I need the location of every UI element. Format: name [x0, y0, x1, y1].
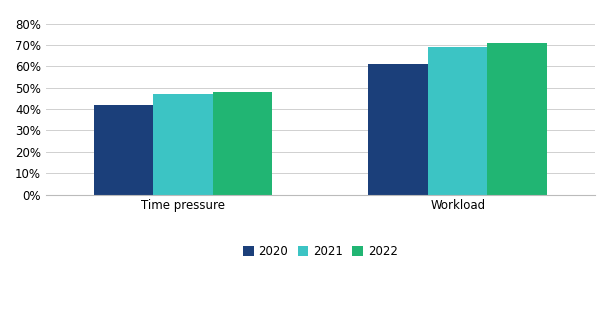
Bar	[487, 43, 547, 195]
Bar	[428, 47, 487, 195]
Bar	[94, 105, 153, 195]
Legend: 2020, 2021, 2022: 2020, 2021, 2022	[239, 240, 403, 262]
Bar	[213, 92, 273, 195]
Bar	[368, 64, 428, 195]
Bar	[153, 94, 213, 195]
